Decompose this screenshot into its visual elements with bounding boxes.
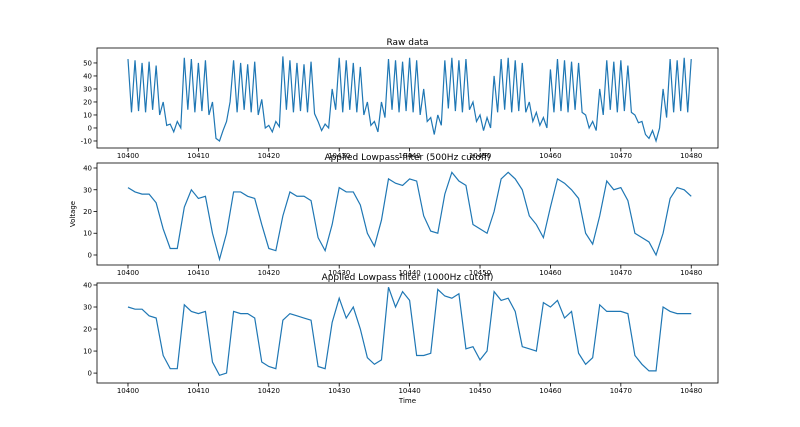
x-tick-label: 10400 xyxy=(117,387,139,395)
x-tick-label: 10470 xyxy=(610,387,632,395)
x-tick-label: 10450 xyxy=(469,152,491,160)
x-tick-label: 10400 xyxy=(117,152,139,160)
x-tick-label: 10440 xyxy=(398,269,420,277)
y-tick-label: 30 xyxy=(83,186,92,194)
y-tick-label: 40 xyxy=(83,165,92,173)
y-tick-label: 10 xyxy=(83,348,92,356)
axes-frame xyxy=(96,282,719,384)
x-axis-label: Time xyxy=(398,397,416,405)
y-tick-label: 10 xyxy=(83,230,92,238)
axes-title: Applied Lowpass filter (1000Hz cutoff) xyxy=(322,273,494,283)
x-tick-label: 10450 xyxy=(469,269,491,277)
y-tick-label: 20 xyxy=(83,98,92,106)
x-tick-label: 10480 xyxy=(680,152,702,160)
data-line xyxy=(127,56,692,144)
y-tick-label: 30 xyxy=(83,85,92,93)
x-tick-label: 10440 xyxy=(398,152,420,160)
x-tick-label: 10410 xyxy=(187,152,209,160)
data-line xyxy=(127,286,692,377)
x-tick-label: 10410 xyxy=(187,387,209,395)
x-tick-label: 10420 xyxy=(258,387,280,395)
axes-frame xyxy=(96,47,719,149)
x-tick-label: 10470 xyxy=(610,269,632,277)
x-tick-label: 10430 xyxy=(328,269,350,277)
x-tick-label: 10440 xyxy=(398,387,420,395)
y-tick-label: 0 xyxy=(88,251,92,259)
y-tick-label: 30 xyxy=(83,304,92,312)
x-tick-label: 10400 xyxy=(117,269,139,277)
x-tick-label: 10460 xyxy=(539,269,561,277)
axes-frame xyxy=(96,162,719,266)
axes-title: Applied Lowpass filter (500Hz cutoff) xyxy=(324,153,490,163)
x-tick-label: 10470 xyxy=(610,152,632,160)
x-tick-label: 10480 xyxy=(680,387,702,395)
y-tick-label: 20 xyxy=(83,208,92,216)
x-tick-label: 10460 xyxy=(539,387,561,395)
y-tick-label: 40 xyxy=(83,72,92,80)
data-line xyxy=(127,171,692,262)
y-tick-label: 20 xyxy=(83,326,92,334)
y-tick-label: 0 xyxy=(88,124,92,132)
y-tick-label: 0 xyxy=(88,370,92,378)
x-tick-label: 10430 xyxy=(328,152,350,160)
y-tick-label: 50 xyxy=(83,59,92,67)
x-tick-label: 10430 xyxy=(328,387,350,395)
y-tick-label: 40 xyxy=(83,281,92,289)
axes-title: Raw data xyxy=(386,38,428,48)
x-tick-label: 10420 xyxy=(258,269,280,277)
x-tick-label: 10480 xyxy=(680,269,702,277)
x-tick-label: 10420 xyxy=(258,152,280,160)
y-tick-label: -10 xyxy=(81,137,92,145)
x-tick-label: 10410 xyxy=(187,269,209,277)
y-tick-label: 10 xyxy=(83,111,92,119)
y-axis-label: Voltage xyxy=(69,201,77,227)
x-tick-label: 10460 xyxy=(539,152,561,160)
x-tick-label: 10450 xyxy=(469,387,491,395)
